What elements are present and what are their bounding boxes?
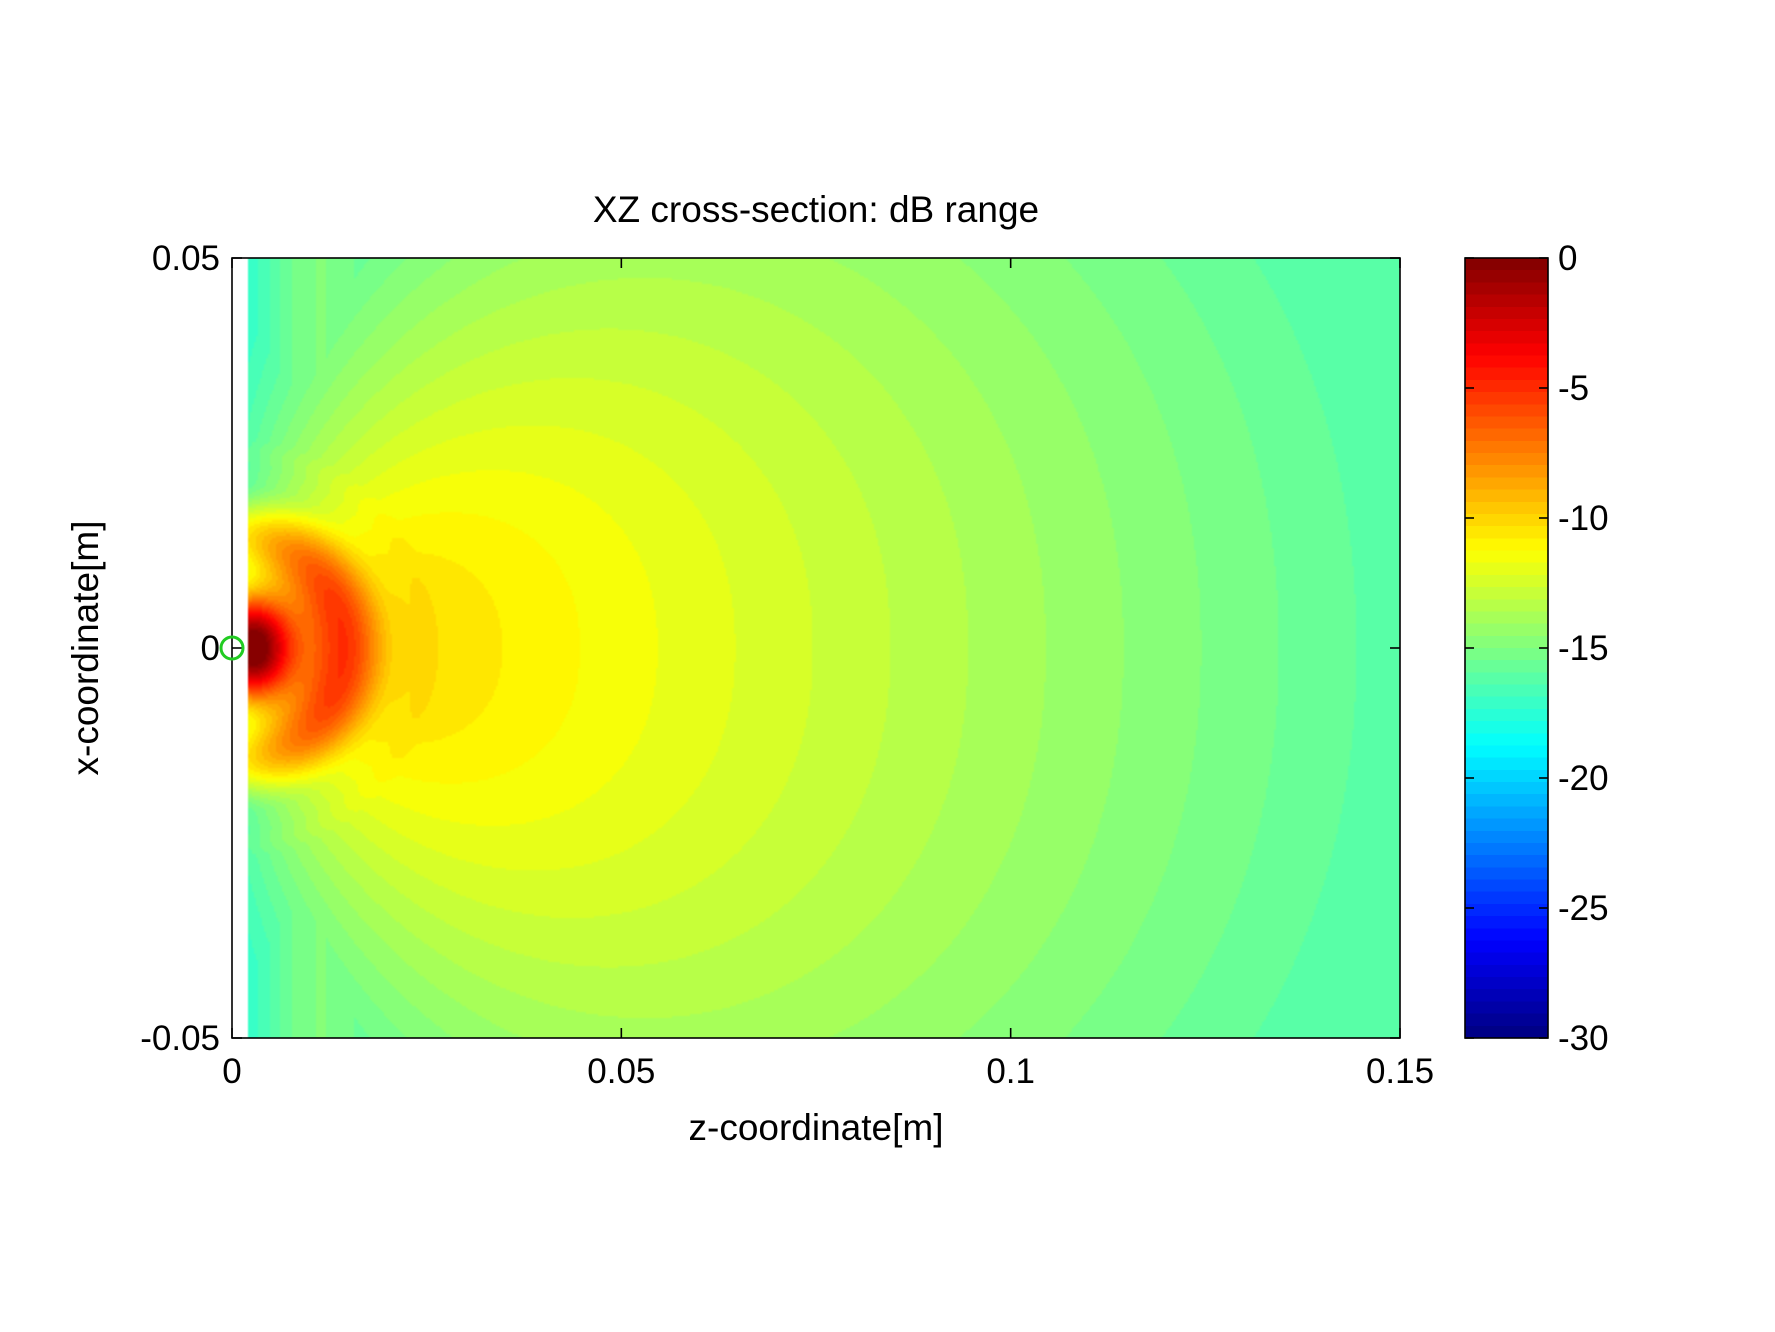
y-tick-label: 0 [201,629,220,668]
x-axis-label: z-coordinate[m] [689,1107,944,1148]
colorbar [1464,257,1549,1039]
plot-area [219,257,1401,1039]
source-marker [219,635,245,661]
colorbar-tick-labels: 0 -5 -10 -15 -20 -25 -30 [1558,239,1609,1058]
y-tick-label: 0.05 [152,239,220,278]
plot-frame [231,257,1401,1039]
colorbar-tick-label: 0 [1558,239,1577,278]
colorbar-tick-label: -30 [1558,1019,1609,1058]
colorbar-tick-label: -10 [1558,499,1609,538]
chart-title: XZ cross-section: dB range [593,189,1039,230]
x-tick-label: 0.05 [587,1052,655,1091]
field-heatmap [232,258,1400,1038]
x-tick-label: 0.1 [986,1052,1035,1091]
y-tick-label: -0.05 [140,1019,220,1058]
colorbar-tick-label: -25 [1558,889,1609,928]
x-tick-label: 0.15 [1366,1052,1434,1091]
colorbar-frame [1464,257,1549,1039]
colorbar-tick-label: -15 [1558,629,1609,668]
y-axis-label: x-coordinate[m] [65,521,106,776]
colorbar-gradient [1465,258,1548,1038]
x-tick-label: 0 [222,1052,241,1091]
x-tick-labels: 0 0.05 0.1 0.15 [222,1052,1434,1091]
y-tick-labels: -0.05 0 0.05 [140,239,220,1058]
colorbar-tick-label: -20 [1558,759,1609,798]
colorbar-tick-label: -5 [1558,369,1589,408]
